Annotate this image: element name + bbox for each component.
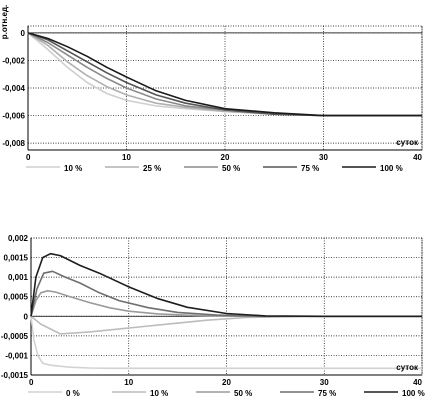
legend-label: 10 % [64, 164, 82, 173]
legend-label: 10 % [150, 389, 168, 398]
y-tick-label: -0,004 [2, 84, 25, 93]
series-line-100 [30, 252, 422, 318]
y-tick-label: 0,002 [8, 234, 29, 243]
y-tick-label: 0,0015 [4, 254, 29, 263]
x-tick-label: 30 [320, 378, 329, 387]
x-tick-label: 40 [413, 378, 422, 387]
y-tick-label: -0,002 [2, 56, 25, 65]
chart-2: 0,002 0,0015 0,001 0,0005 0 -0,0005 -0,001 -0,0… [1, 234, 425, 398]
x-tick-label: 30 [319, 153, 328, 162]
x-tick-label: 20 [222, 378, 231, 387]
legend-label: 25 % [143, 164, 161, 173]
x-tick-label: 10 [124, 378, 133, 387]
y-tick-label: -0,008 [2, 139, 25, 148]
y-tick-label: 0 [24, 312, 29, 321]
x-axis-label: суток [396, 138, 419, 147]
x-tick-label: 20 [221, 153, 230, 162]
legend-label: 50 % [234, 389, 252, 398]
y-tick-label: -0,001 [5, 351, 28, 360]
legend-label: 75 % [318, 389, 336, 398]
x-axis-label: суток [396, 363, 419, 372]
series-line-50 [30, 290, 422, 318]
legend-label: 100 % [402, 389, 425, 398]
y-axis-label: р.отн.ед. [0, 5, 9, 40]
legend-label: 75 % [301, 164, 319, 173]
series-line-0 [30, 316, 422, 370]
y-tick-label: -0,006 [2, 112, 25, 121]
legend-label: 50 % [222, 164, 240, 173]
x-tick-label: 0 [26, 153, 31, 162]
legend-label: 100 % [380, 164, 403, 173]
y-tick-label: -0,0005 [1, 332, 29, 341]
legend-label: 0 % [66, 389, 80, 398]
y-tick-label: 0 [21, 29, 26, 38]
y-tick-label: -0,0015 [1, 371, 29, 380]
y-tick-label: 0,0005 [4, 293, 29, 302]
x-tick-label: 10 [122, 153, 131, 162]
series-line-75 [30, 270, 422, 318]
x-tick-label: 40 [413, 153, 422, 162]
series-line-100 [27, 32, 422, 117]
x-tick-label: 0 [29, 378, 34, 387]
y-tick-label: 0,001 [8, 273, 29, 282]
